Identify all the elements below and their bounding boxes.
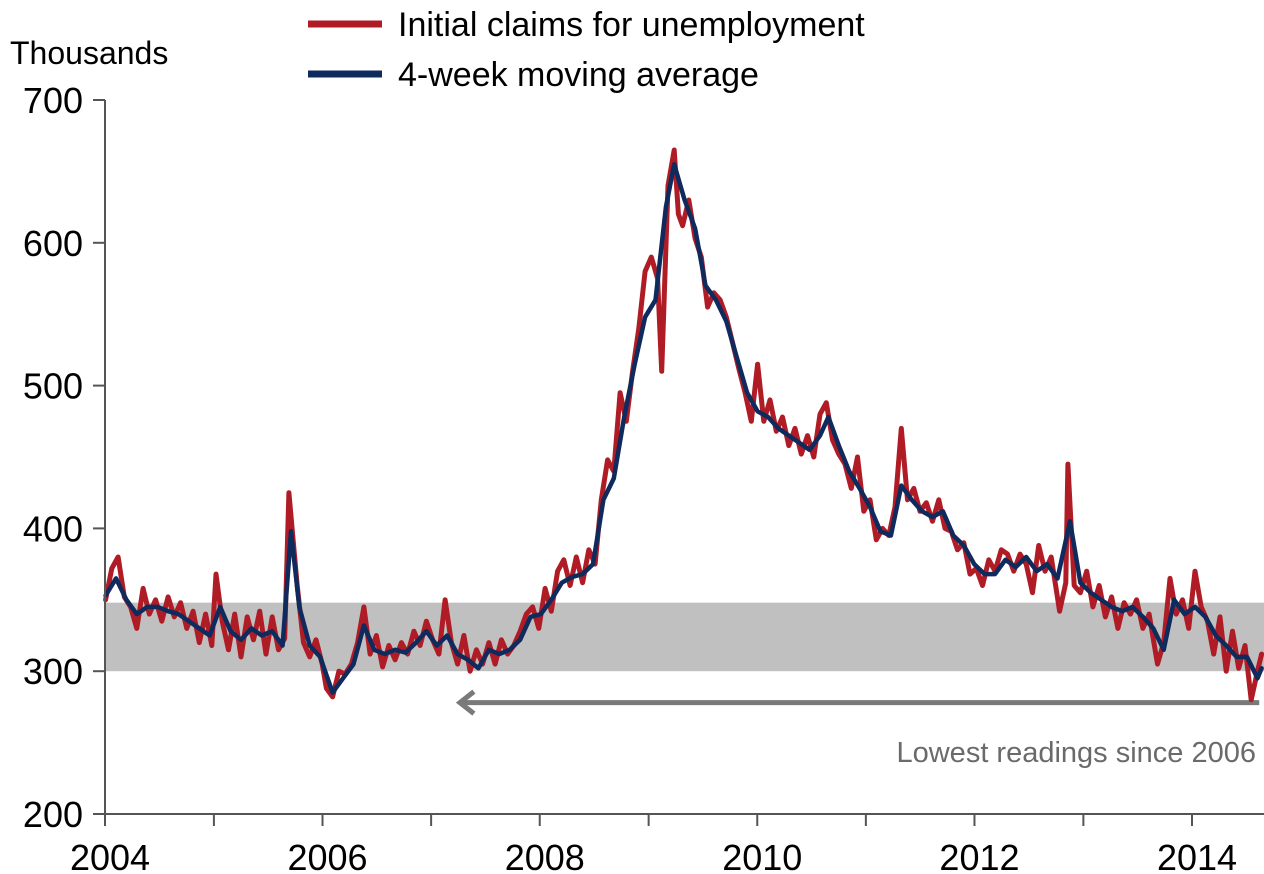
y-tick-label: 600 (23, 223, 83, 264)
axis-layer: 200 300 400 500 600 700 2004 2006 2008 2010 2012 20… (23, 80, 1264, 874)
legend-label-moving-average: 4-week moving average (398, 56, 759, 94)
y-tick-label: 200 (23, 794, 83, 835)
annotation-arrow-head (455, 689, 476, 716)
annotation-text: Lowest readings since 2006 (896, 737, 1256, 769)
y-axis-unit-label: Thousands (10, 35, 168, 71)
annotation-layer: Lowest readings since 2006 (455, 689, 1260, 769)
y-tick-label: 400 (23, 508, 83, 549)
y-tick-label: 300 (23, 651, 83, 692)
x-tick-label: 2010 (722, 837, 802, 874)
series-layer (103, 147, 1264, 703)
x-tick-label: 2006 (287, 837, 367, 874)
y-tick-label: 700 (23, 80, 83, 121)
x-tick-label: 2014 (1157, 837, 1237, 874)
legend: Initial claims for unemployment 4-week mo… (308, 6, 865, 94)
legend-label-initial-claims: Initial claims for unemployment (398, 6, 865, 44)
series-line-moving-average (103, 162, 1264, 695)
x-tick-label: 2012 (939, 837, 1019, 874)
x-tick-label: 2004 (70, 837, 150, 874)
y-tick-label: 500 (23, 366, 83, 407)
x-tick-label: 2008 (505, 837, 585, 874)
